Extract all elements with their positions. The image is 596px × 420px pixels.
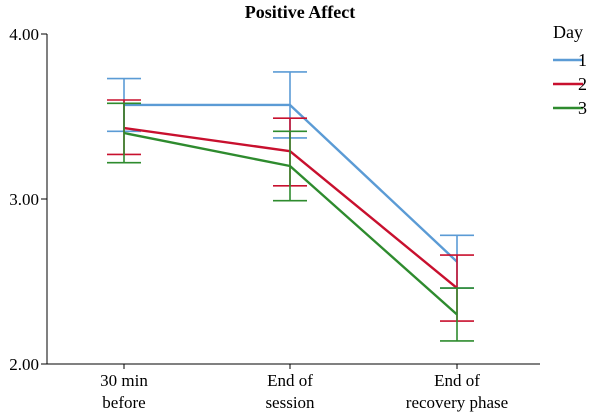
- y-tick-label: 3.00: [9, 190, 39, 209]
- x-tick-label: End of: [434, 371, 480, 390]
- legend-label-2: 2: [578, 74, 587, 94]
- series-layer: [107, 71, 474, 342]
- legend-label-3: 3: [578, 98, 587, 118]
- legend-label-1: 1: [578, 50, 587, 70]
- x-tick-label: before: [102, 393, 145, 412]
- x-tick-label: End of: [267, 371, 313, 390]
- x-tick-label: 30 min: [100, 371, 148, 390]
- legend-title: Day: [553, 22, 583, 42]
- x-tick-label: session: [265, 393, 315, 412]
- series-3: [107, 102, 474, 342]
- x-tick-label: recovery phase: [406, 393, 508, 412]
- x-category-labels: 30 min before End of session End of recovery …: [100, 364, 508, 412]
- y-ticks: 2.00 3.00 4.00: [9, 25, 47, 374]
- y-tick-label: 2.00: [9, 355, 39, 374]
- y-tick-label: 4.00: [9, 25, 39, 44]
- legend: Day 1 2 3: [553, 22, 587, 118]
- chart-title: Positive Affect: [245, 2, 355, 22]
